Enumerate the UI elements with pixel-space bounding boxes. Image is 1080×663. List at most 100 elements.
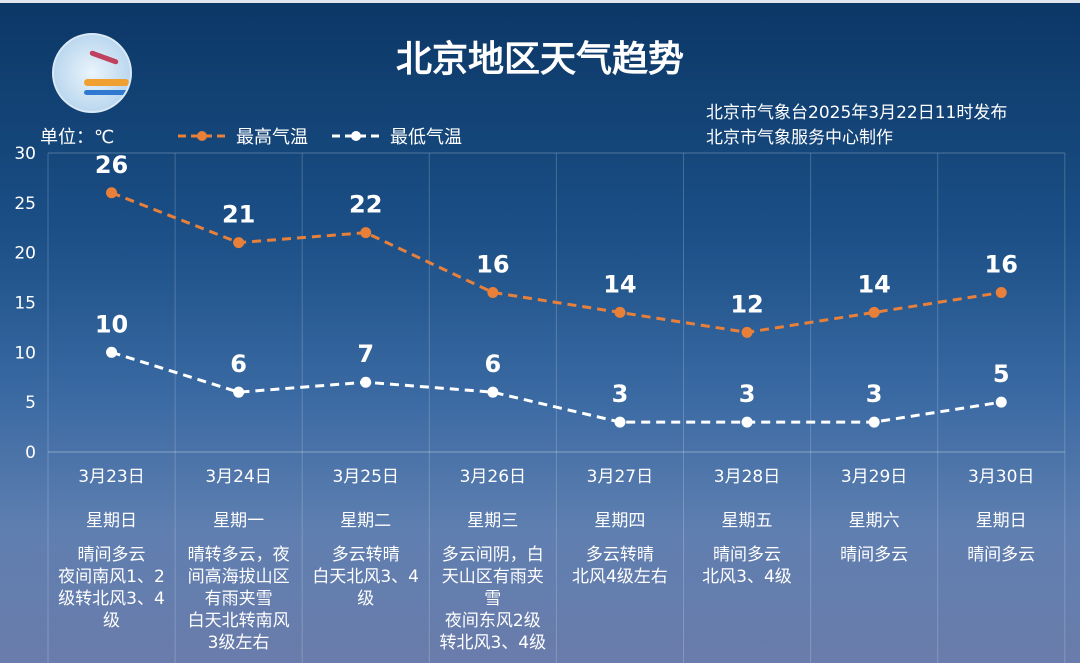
data-point (741, 326, 753, 338)
issuer-info: 北京市气象台2025年3月22日11时发布 北京市气象服务中心制作 (706, 101, 1007, 151)
day-weekday: 星期四 (594, 511, 646, 531)
legend-low: 最低气温 (330, 123, 462, 149)
data-label: 14 (857, 270, 890, 298)
data-label: 21 (222, 201, 255, 229)
data-point (360, 376, 372, 388)
data-label: 6 (484, 350, 501, 378)
description-line: 3级左右 (207, 633, 270, 653)
day-description: 晴间多云 夜间南风1、2 级转北风3、4 级 (48, 544, 175, 632)
page-title: 北京地区天气趋势 (395, 39, 684, 80)
y-tick-label: 15 (14, 293, 36, 313)
data-point (106, 187, 118, 199)
description-line: 白天北风3、4 (312, 567, 419, 587)
data-label: 22 (349, 191, 382, 219)
y-tick-label: 25 (14, 194, 36, 214)
description-line: 白天北转南风 (187, 611, 290, 631)
data-label: 7 (357, 340, 374, 368)
data-label: 3 (866, 380, 883, 408)
description-line: 晴间多云 (77, 545, 146, 565)
description-line: 间高海拔山区 (187, 567, 290, 587)
day-column: 3月25日星期二多云转晴 白天北风3、4 级 (302, 462, 429, 610)
y-tick-label: 20 (14, 244, 36, 264)
description-line: 晴间多云 (713, 545, 781, 565)
day-column: 3月27日星期四多云转晴 北风4级左右 (556, 462, 683, 588)
day-column: 3月29日 星期六 晴间多云 (811, 462, 938, 566)
day-weekday: 星期六 (848, 511, 900, 531)
description-line: 北风4级左右 (571, 567, 668, 587)
day-column: 3月28日星期五晴间多云 北风3、4级 (684, 462, 811, 588)
data-point (614, 306, 626, 318)
data-point (995, 286, 1007, 298)
day-description: 多云间阴，白 天山区有雨夹雪夜间东风2级 转北风3、4级 (429, 544, 556, 654)
description-line: 级转北风3、4 (58, 589, 165, 609)
legend-high-marker (178, 131, 226, 141)
data-point (741, 416, 753, 428)
description-line: 北风3、4级 (702, 567, 792, 587)
day-column: 3月30日星期日晴间多云 (938, 462, 1065, 566)
day-date: 3月27日 (586, 467, 654, 487)
data-label: 5 (993, 360, 1010, 388)
data-point (487, 386, 499, 398)
top-border (0, 0, 1080, 3)
producer: 北京市气象服务中心制作 (706, 128, 893, 148)
data-point (868, 416, 880, 428)
description-line: 转北风3、4级 (439, 633, 547, 653)
day-date: 3月26日 (459, 467, 527, 487)
day-weekday: 星期日 (975, 511, 1027, 531)
day-description: 晴转多云，夜 间高海拔山区 有雨夹雪 白天北转南风 3级左右 (175, 544, 302, 654)
data-label: 3 (612, 380, 629, 408)
description-line: 晴间多云 (840, 545, 909, 565)
data-label: 26 (95, 151, 128, 179)
legend-high: 最高气温 (176, 123, 308, 149)
day-weekday: 星期五 (721, 511, 773, 531)
data-point (614, 416, 626, 428)
day-date: 3月24日 (205, 467, 272, 487)
legend-low-label: 最低气温 (390, 127, 462, 148)
day-description: 多云转晴 白天北风3、4 级 (302, 544, 429, 610)
day-date: 3月25日 (332, 467, 399, 487)
y-tick-label: 5 (25, 393, 36, 413)
description-line: 多云间阴，白 (441, 545, 544, 565)
day-column: 3月24日星期一晴转多云，夜 间高海拔山区 有雨夹雪 白天北转南风 3级左右 (175, 462, 302, 654)
day-column: 3月26日星期三多云间阴，白 天山区有雨夹雪夜间东风2级 转北风3、4级 (429, 462, 556, 654)
description-line: 级 (357, 589, 375, 609)
data-point (233, 237, 245, 249)
data-point (360, 227, 372, 239)
description-line: 雪 (484, 589, 502, 609)
meteorological-service-logo (52, 33, 132, 113)
data-point (868, 306, 880, 318)
y-tick-label: 30 (14, 144, 36, 164)
data-label: 10 (95, 310, 128, 338)
description-line: 天山区有雨夹 (441, 567, 544, 587)
data-label: 6 (230, 350, 247, 378)
data-label: 14 (603, 270, 636, 298)
series-line-low (111, 350, 1002, 424)
description-line: 有雨夹雪 (204, 589, 273, 609)
data-point (995, 396, 1007, 408)
day-weekday: 星期二 (340, 511, 392, 531)
day-date: 3月28日 (713, 467, 781, 487)
description-line: 多云转晴 (331, 545, 400, 565)
y-tick-label: 0 (25, 443, 36, 463)
data-point (487, 286, 499, 298)
day-description: 晴间多云 (938, 544, 1065, 566)
legend-low-marker (332, 131, 380, 141)
day-description: 晴间多云 (811, 544, 938, 566)
day-description: 多云转晴 北风4级左右 (556, 544, 683, 588)
issue-time: 北京市气象台2025年3月22日11时发布 (706, 103, 1008, 123)
day-date: 3月30日 (967, 467, 1035, 487)
data-point (233, 386, 245, 398)
description-line: 晴间多云 (967, 545, 1036, 565)
description-line: 晴转多云，夜 (187, 545, 290, 565)
data-label: 3 (739, 380, 756, 408)
series-line-high (111, 191, 1002, 334)
y-tick-label: 10 (14, 343, 36, 363)
description-line: 级 (103, 611, 120, 631)
data-point (106, 346, 118, 358)
day-weekday: 星期三 (467, 511, 519, 531)
data-label: 16 (476, 250, 509, 278)
day-weekday: 星期一 (213, 511, 265, 531)
day-description: 晴间多云 北风3、4级 (684, 544, 811, 588)
day-date: 3月23日 (78, 467, 145, 487)
